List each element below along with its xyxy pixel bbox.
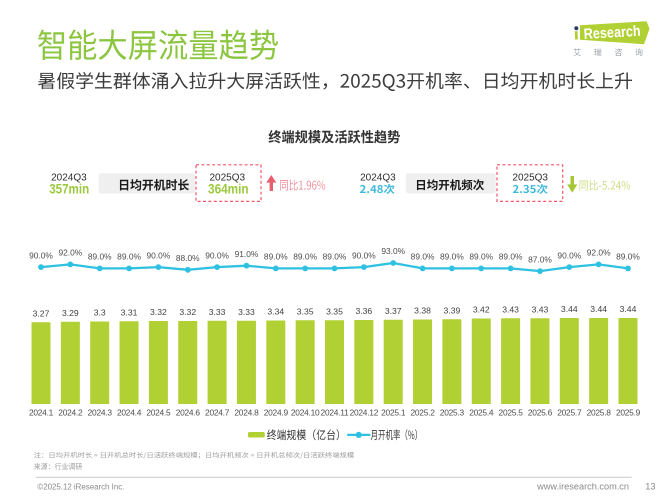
svg-text:89.0%: 89.0% [440, 252, 464, 262]
svg-text:3.44: 3.44 [561, 304, 578, 314]
svg-text:2024.7: 2024.7 [205, 408, 230, 418]
svg-text:89.0%: 89.0% [293, 252, 317, 262]
svg-text:89.0%: 89.0% [616, 252, 640, 262]
svg-text:3.32: 3.32 [179, 307, 196, 317]
svg-text:364min: 364min [208, 181, 249, 197]
svg-text:2024.5: 2024.5 [146, 408, 171, 418]
svg-text:2025.2: 2025.2 [410, 408, 435, 418]
svg-text:90.0%: 90.0% [205, 250, 229, 260]
svg-text:3.35: 3.35 [326, 306, 343, 316]
svg-text:2024.9: 2024.9 [264, 408, 289, 418]
svg-text:www.iresearch.com.cn: www.iresearch.com.cn [536, 482, 629, 492]
svg-text:©2025.12 iResearch Inc.: ©2025.12 iResearch Inc. [37, 483, 124, 492]
svg-text:3.32: 3.32 [150, 307, 167, 317]
svg-text:92.0%: 92.0% [587, 248, 611, 258]
svg-text:2025.3: 2025.3 [440, 408, 465, 418]
svg-text:3.43: 3.43 [502, 304, 519, 314]
svg-text:3.44: 3.44 [590, 304, 607, 314]
svg-text:91.0%: 91.0% [235, 249, 259, 259]
svg-text:3.42: 3.42 [473, 305, 490, 315]
svg-text:2024Q3: 2024Q3 [360, 172, 396, 183]
svg-text:3.36: 3.36 [355, 306, 372, 316]
svg-text:2024.10: 2024.10 [291, 408, 320, 418]
svg-text:3.33: 3.33 [238, 307, 255, 317]
svg-text:3.33: 3.33 [209, 307, 226, 317]
svg-text:90.0%: 90.0% [147, 250, 171, 260]
svg-text:89.0%: 89.0% [264, 252, 288, 262]
svg-text:3.43: 3.43 [532, 304, 549, 314]
svg-text:2024.8: 2024.8 [234, 408, 259, 418]
svg-text:89.0%: 89.0% [88, 252, 112, 262]
svg-text:2024.12: 2024.12 [350, 408, 379, 418]
svg-text:3.38: 3.38 [414, 306, 431, 316]
svg-text:2025.4: 2025.4 [469, 408, 494, 418]
svg-text:2025.1: 2025.1 [381, 408, 406, 418]
svg-text:Research: Research [583, 23, 641, 43]
svg-text:2025.9: 2025.9 [616, 408, 641, 418]
svg-text:3.29: 3.29 [62, 308, 79, 318]
svg-text:13: 13 [645, 482, 655, 492]
svg-text:88.0%: 88.0% [176, 253, 200, 263]
svg-text:2024.1: 2024.1 [29, 408, 54, 418]
svg-text:3.34: 3.34 [267, 307, 284, 317]
svg-text:92.0%: 92.0% [58, 248, 82, 258]
svg-text:2025.6: 2025.6 [528, 408, 553, 418]
svg-text:89.0%: 89.0% [411, 252, 435, 262]
svg-text:90.0%: 90.0% [29, 250, 53, 260]
svg-text:2024.4: 2024.4 [117, 408, 142, 418]
svg-text:3.27: 3.27 [33, 308, 50, 318]
svg-text:2024.2: 2024.2 [58, 408, 83, 418]
svg-text:89.0%: 89.0% [469, 252, 493, 262]
svg-text:2025.5: 2025.5 [499, 408, 524, 418]
svg-text:3.35: 3.35 [297, 306, 314, 316]
svg-text:93.0%: 93.0% [381, 246, 405, 256]
svg-text:2025Q3: 2025Q3 [210, 172, 246, 183]
svg-text:87.0%: 87.0% [528, 254, 552, 264]
svg-text:89.0%: 89.0% [323, 252, 347, 262]
svg-text:2025.7: 2025.7 [557, 408, 582, 418]
svg-text:2025.8: 2025.8 [587, 408, 612, 418]
svg-text:3.39: 3.39 [444, 305, 461, 315]
svg-text:2024.6: 2024.6 [176, 408, 201, 418]
svg-text:89.0%: 89.0% [499, 252, 523, 262]
svg-text:90.0%: 90.0% [557, 250, 581, 260]
svg-text:2024.11: 2024.11 [321, 408, 349, 418]
svg-text:3.3: 3.3 [94, 308, 106, 318]
svg-text:90.0%: 90.0% [352, 250, 376, 260]
svg-text:357min: 357min [49, 181, 89, 197]
svg-text:3.37: 3.37 [385, 306, 402, 316]
svg-text:2025Q3: 2025Q3 [512, 172, 548, 183]
svg-text:2024Q3: 2024Q3 [51, 172, 87, 183]
svg-text:3.44: 3.44 [620, 304, 637, 314]
svg-text:2024.3: 2024.3 [88, 408, 113, 418]
svg-text:3.31: 3.31 [121, 307, 138, 317]
svg-text:89.0%: 89.0% [117, 252, 141, 262]
